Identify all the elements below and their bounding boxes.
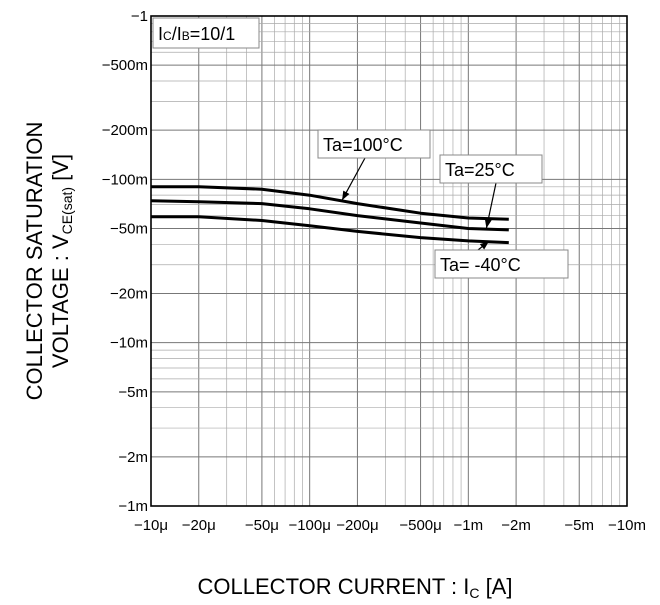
condition-label: IC/IB=10/1 <box>152 17 260 49</box>
x-tick-label: −5m <box>564 517 594 534</box>
x-tick-label: −50μ <box>245 517 279 534</box>
annotation-box <box>434 249 569 279</box>
annotation-arrowhead <box>479 241 490 250</box>
series-line-0 <box>151 185 509 221</box>
y-tick-label: −500m <box>102 57 148 74</box>
x-tick-label: −20μ <box>182 517 216 534</box>
y-tick-label: −1m <box>118 498 148 515</box>
x-tick-labels: −10μ −20μ −50μ −100μ −200μ −500μ −1m −2m −5m −10m <box>134 517 646 534</box>
annotation-arrowhead <box>342 190 350 201</box>
grid <box>150 16 627 507</box>
x-axis-title: COLLECTOR CURRENT : IC [A] <box>198 574 513 601</box>
annotation-label: Ta=25°C <box>445 160 515 180</box>
x-tick-label: −10m <box>608 517 646 534</box>
x-tick-label: −500μ <box>399 517 441 534</box>
series-lines <box>150 185 509 245</box>
condition-text: IC/IB=10/1 <box>158 24 235 44</box>
y-tick-label: −2m <box>118 449 148 466</box>
annotation-label: Ta= -40°C <box>440 255 521 275</box>
y-tick-label: −10m <box>110 335 148 352</box>
annotation-label: Ta=100°C <box>323 135 403 155</box>
annotation-arrows <box>341 157 497 251</box>
y-tick-labels: −1 −500m −200m −100m −50m −20m −10m −5m −2m −1m <box>102 8 148 515</box>
y-axis-title-line1: COLLECTOR SATURATION <box>22 122 47 401</box>
series-line-1 <box>150 199 509 232</box>
annotation-labels: Ta=100°C Ta=25°C Ta= -40°C <box>317 129 569 279</box>
y-tick-label: −1 <box>131 8 148 25</box>
y-tick-label: −50m <box>110 221 148 238</box>
series-line-2 <box>151 215 509 245</box>
plot-frame <box>150 15 628 507</box>
condition-box <box>152 17 260 49</box>
y-axis-title-line2: VOLTAGE : VCE(sat) [V] <box>48 154 75 368</box>
y-tick-label: −100m <box>102 171 148 188</box>
x-tick-label: −200μ <box>336 517 378 534</box>
x-tick-label: −100μ <box>288 517 330 534</box>
annotation-box <box>317 129 431 159</box>
x-tick-label: −2m <box>501 517 531 534</box>
annotation-arrowhead <box>484 218 492 229</box>
annotation-box <box>439 154 543 184</box>
y-tick-label: −5m <box>118 384 148 401</box>
y-tick-label: −200m <box>102 122 148 139</box>
x-tick-label: −1m <box>454 517 484 534</box>
x-tick-label: −10μ <box>134 517 168 534</box>
y-tick-label: −20m <box>110 285 148 302</box>
